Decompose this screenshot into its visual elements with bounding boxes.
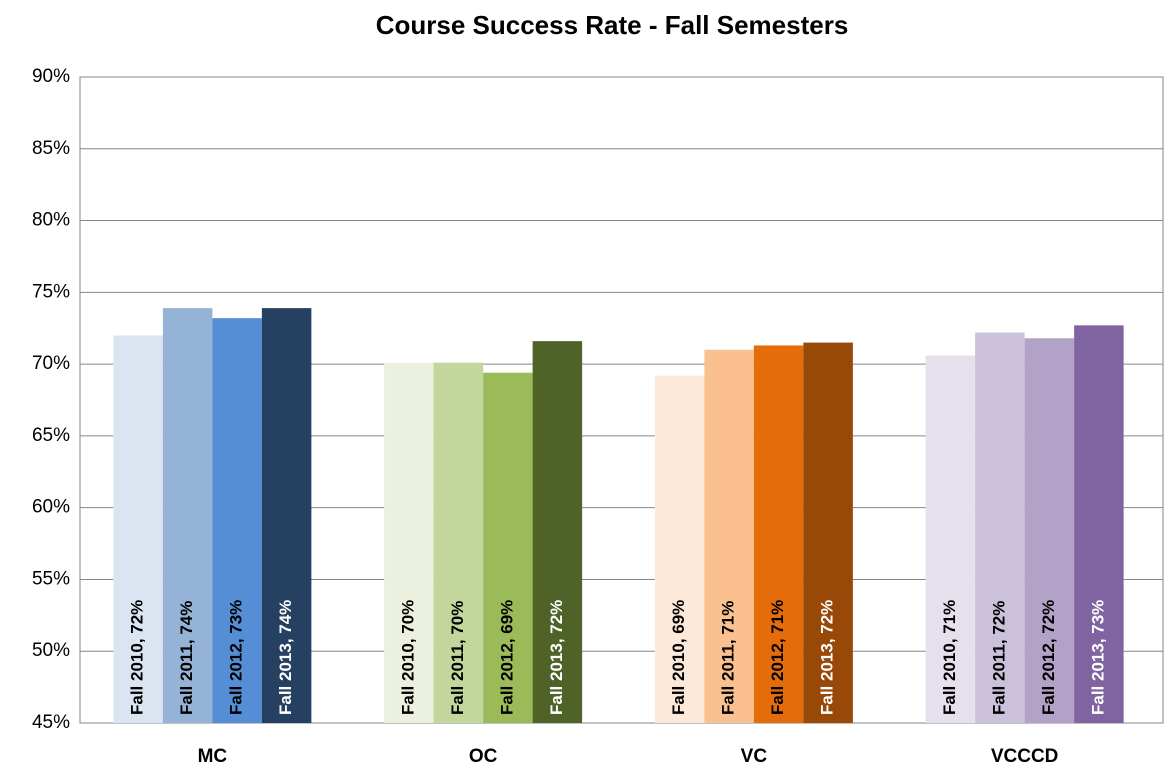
data-label: Fall 2012, 73% [227,600,246,715]
bar [162,308,213,723]
data-label: Fall 2012, 69% [497,600,516,715]
data-label: Fall 2012, 71% [768,600,787,715]
data-label: Fall 2013, 73% [1088,600,1107,715]
x-tick-label: VC [741,746,768,767]
bar [753,345,804,723]
chart-title: Course Success Rate - Fall Semesters [376,10,849,40]
data-label: Fall 2013, 74% [276,600,295,715]
y-tick-label: 85% [32,138,70,159]
bar [975,332,1025,723]
data-label: Fall 2010, 71% [940,600,959,715]
data-label: Fall 2010, 69% [669,600,688,715]
data-label: Fall 2010, 70% [398,600,417,715]
y-tick-label: 70% [32,353,70,374]
y-tick-label: 90% [32,66,70,87]
bar [704,349,754,723]
data-label: Fall 2012, 72% [1039,600,1058,715]
y-tick-label: 75% [32,281,70,302]
bar [1074,325,1124,723]
y-tick-label: 60% [32,497,70,518]
bar [925,355,976,723]
data-label: Fall 2010, 72% [128,600,147,715]
x-tick-label: VCCCD [991,746,1059,767]
bar [532,341,583,723]
data-label: Fall 2011, 72% [989,601,1008,715]
bar [1024,338,1075,723]
bar [212,318,262,723]
bar [384,362,434,723]
bar [803,342,853,723]
bar [654,375,705,723]
y-tick-label: 65% [32,425,70,446]
plot-border [79,76,1164,724]
bar [261,308,312,723]
x-tick-label: MC [198,746,228,767]
y-tick-label: 80% [32,210,70,231]
data-label: Fall 2011, 71% [719,601,738,715]
bar [483,372,533,723]
data-label: Fall 2013, 72% [818,600,837,715]
y-tick-label: 45% [32,712,70,733]
y-tick-label: 55% [32,568,70,589]
y-tick-label: 50% [32,640,70,661]
x-tick-label: OC [469,746,498,767]
data-label: Fall 2013, 72% [547,600,566,715]
data-label: Fall 2011, 70% [448,601,467,715]
data-label: Fall 2011, 74% [177,601,196,715]
bar [433,362,484,723]
bar [113,335,163,723]
